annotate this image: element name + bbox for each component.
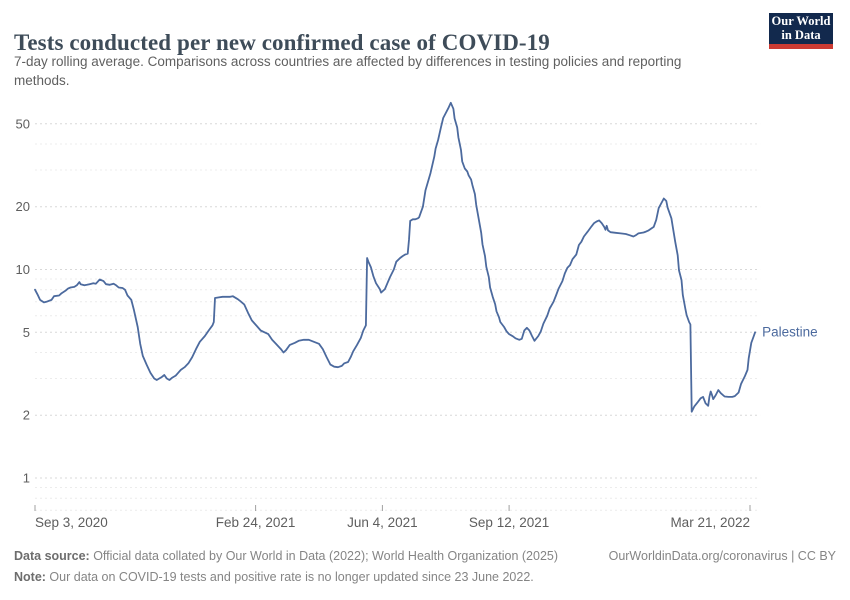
note-label: Note: <box>14 570 46 584</box>
data-source-label: Data source: <box>14 549 90 563</box>
y-axis-tick-label: 50 <box>16 116 30 131</box>
x-axis-tick-label: Jun 4, 2021 <box>347 515 418 530</box>
owid-logo: Our World in Data <box>769 13 833 49</box>
page-title: Tests conducted per new confirmed case o… <box>14 30 550 56</box>
y-axis-tick-label: 5 <box>23 325 30 340</box>
x-axis-tick-label: Sep 3, 2020 <box>35 515 108 530</box>
data-source-text: Official data collated by Our World in D… <box>89 549 559 563</box>
entity-label: Palestine <box>762 324 818 339</box>
series-line-palestine <box>34 101 756 413</box>
note-line: Note: Our data on COVID-19 tests and pos… <box>14 569 836 585</box>
logo-line-1: Our World <box>771 14 831 28</box>
data-source-line: Data source: Official data collated by O… <box>14 548 558 564</box>
y-axis-tick-label: 20 <box>16 199 30 214</box>
x-axis-tick-label: Feb 24, 2021 <box>216 515 296 530</box>
y-axis-tick-label: 1 <box>23 471 30 486</box>
note-text: Our data on COVID-19 tests and positive … <box>45 570 534 584</box>
y-axis-tick-label: 2 <box>23 408 30 423</box>
owid-link[interactable]: OurWorldinData.org/coronavirus | CC BY <box>608 549 836 563</box>
footer: Data source: Official data collated by O… <box>14 548 836 585</box>
x-axis-tick-label: Sep 12, 2021 <box>469 515 549 530</box>
chart-subtitle: 7-day rolling average. Comparisons acros… <box>14 54 682 88</box>
y-axis-tick-label: 10 <box>16 262 30 277</box>
x-axis-tick-label: Mar 21, 2022 <box>670 515 750 530</box>
logo-line-2: in Data <box>781 27 821 42</box>
